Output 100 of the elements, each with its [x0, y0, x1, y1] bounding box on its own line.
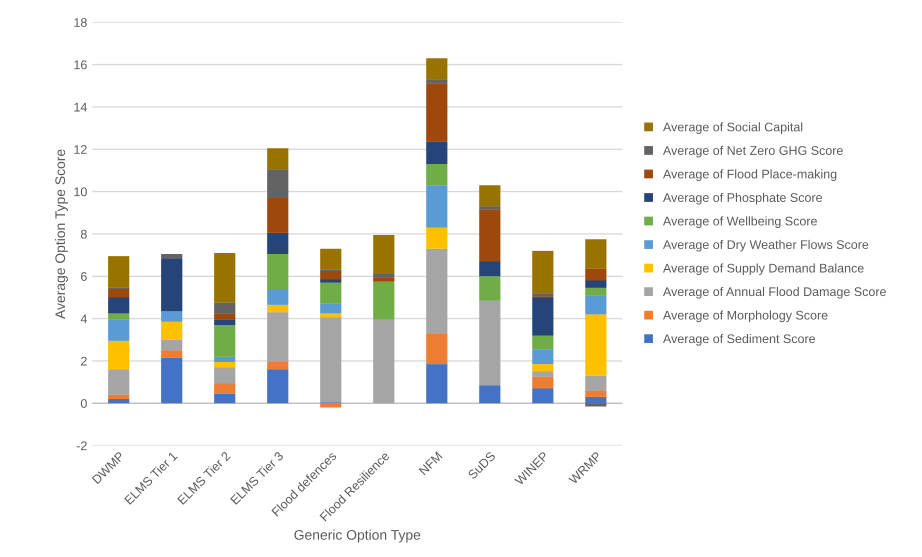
legend-label: Average of Sediment Score [662, 334, 816, 346]
bar [108, 340, 130, 370]
bar [426, 84, 448, 142]
bar [532, 297, 554, 336]
bar [214, 383, 236, 394]
bar [320, 282, 342, 304]
bar [267, 362, 288, 370]
bar [108, 313, 130, 320]
bar [585, 376, 606, 391]
bar [214, 394, 236, 404]
y-tick-label: 8 [80, 230, 87, 239]
bar [161, 350, 182, 358]
bar [426, 142, 448, 164]
bar [426, 79, 448, 84]
y-tick-label: -2 [76, 441, 87, 450]
bar [373, 320, 394, 404]
bar [267, 148, 288, 170]
bar [214, 320, 236, 325]
y-tick-label: 0 [80, 399, 87, 408]
bar [161, 358, 182, 404]
bar [426, 228, 448, 249]
y-tick-label: 10 [74, 187, 87, 196]
bar [479, 300, 500, 386]
legend-label: Average of Phosphate Score [662, 192, 822, 204]
legend-label: Average of Dry Weather Flows Score [662, 240, 868, 252]
y-tick-label: 6 [81, 272, 87, 281]
bar [426, 164, 448, 186]
bar [426, 333, 448, 364]
bar [214, 367, 236, 384]
bar [426, 185, 448, 228]
bar [320, 270, 342, 280]
y-axis-title: Average Option Type Score [54, 149, 68, 319]
legend-label: Average of Flood Place-making [662, 169, 836, 181]
bar [320, 248, 342, 270]
bar [214, 362, 236, 368]
bar [373, 282, 394, 320]
bar [320, 304, 342, 314]
bar [267, 198, 288, 233]
legend-label: Average of Supply Demand Balance [662, 263, 864, 276]
bar [320, 313, 342, 318]
bar [108, 399, 130, 404]
bar [161, 311, 182, 322]
bar [214, 324, 236, 357]
bar [108, 256, 130, 288]
bar [108, 320, 130, 341]
y-tick-label: 16 [74, 60, 87, 70]
y-tick-label: 12 [74, 145, 87, 154]
legend-label: Average of Social Capital [662, 122, 802, 134]
y-tick-label: 14 [74, 102, 87, 112]
bar [479, 385, 500, 404]
bar [585, 396, 606, 404]
bar [267, 304, 288, 312]
bar [108, 297, 130, 314]
bar [267, 312, 288, 362]
bar [267, 254, 288, 290]
bar [532, 364, 554, 372]
bar [214, 252, 236, 303]
bar [161, 254, 182, 258]
y-tick-label: 4 [80, 314, 87, 324]
bar [585, 239, 606, 269]
bar [585, 295, 606, 314]
bar [532, 372, 554, 377]
bar [479, 206, 500, 210]
bar [373, 235, 394, 274]
bar [585, 403, 606, 406]
bar [479, 185, 500, 206]
bar [532, 250, 554, 294]
bar [161, 340, 182, 350]
bar [585, 288, 606, 296]
bar [532, 336, 554, 350]
bar [426, 248, 448, 334]
bar [214, 356, 236, 362]
bar [320, 318, 342, 402]
bar [320, 279, 342, 283]
bar [320, 403, 342, 408]
bar [479, 276, 500, 301]
bar [108, 394, 130, 400]
bar [267, 369, 288, 404]
bar [426, 364, 448, 404]
legend-label: Average of Wellbeing Score [662, 216, 817, 228]
bar [532, 388, 554, 404]
bar [108, 288, 130, 298]
bar [479, 261, 500, 276]
bar [585, 314, 606, 376]
bar [267, 290, 288, 305]
bar [214, 313, 236, 320]
bar [479, 210, 500, 262]
bar [108, 369, 130, 395]
y-tick-label: 2 [81, 356, 87, 366]
legend-label: Average of Morphology Score [662, 310, 828, 322]
bar [267, 169, 288, 198]
bar [214, 302, 236, 314]
bar [585, 390, 606, 397]
bar [532, 293, 554, 296]
bar [373, 273, 394, 278]
bar [532, 349, 554, 364]
bar [373, 277, 394, 282]
y-tick-label: 18 [74, 18, 87, 27]
legend-label: Average of Net Zero GHG Score [662, 146, 843, 158]
bar [426, 58, 448, 80]
